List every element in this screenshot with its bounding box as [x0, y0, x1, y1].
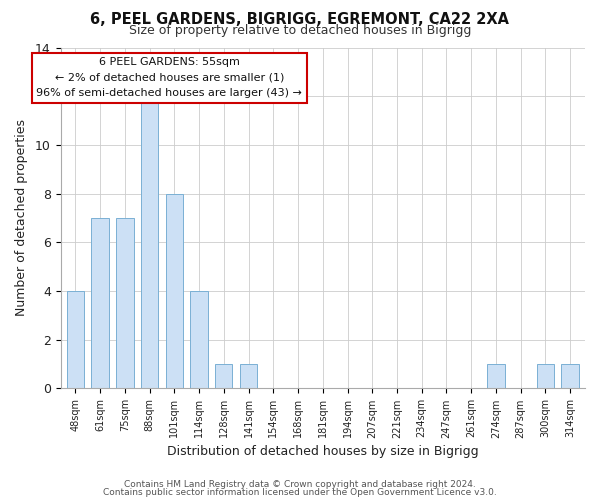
Text: Size of property relative to detached houses in Bigrigg: Size of property relative to detached ho…	[129, 24, 471, 37]
Text: 6 PEEL GARDENS: 55sqm
← 2% of detached houses are smaller (1)
96% of semi-detach: 6 PEEL GARDENS: 55sqm ← 2% of detached h…	[37, 57, 302, 98]
Bar	[240, 364, 257, 388]
Text: Contains public sector information licensed under the Open Government Licence v3: Contains public sector information licen…	[103, 488, 497, 497]
Bar	[91, 218, 109, 388]
Text: 6, PEEL GARDENS, BIGRIGG, EGREMONT, CA22 2XA: 6, PEEL GARDENS, BIGRIGG, EGREMONT, CA22…	[91, 12, 509, 28]
Text: Contains HM Land Registry data © Crown copyright and database right 2024.: Contains HM Land Registry data © Crown c…	[124, 480, 476, 489]
Bar	[487, 364, 505, 388]
Bar	[215, 364, 232, 388]
Bar	[190, 291, 208, 388]
Bar	[562, 364, 579, 388]
Bar	[116, 218, 134, 388]
X-axis label: Distribution of detached houses by size in Bigrigg: Distribution of detached houses by size …	[167, 444, 479, 458]
Y-axis label: Number of detached properties: Number of detached properties	[15, 120, 28, 316]
Bar	[537, 364, 554, 388]
Bar	[67, 291, 84, 388]
Bar	[141, 96, 158, 388]
Bar	[166, 194, 183, 388]
